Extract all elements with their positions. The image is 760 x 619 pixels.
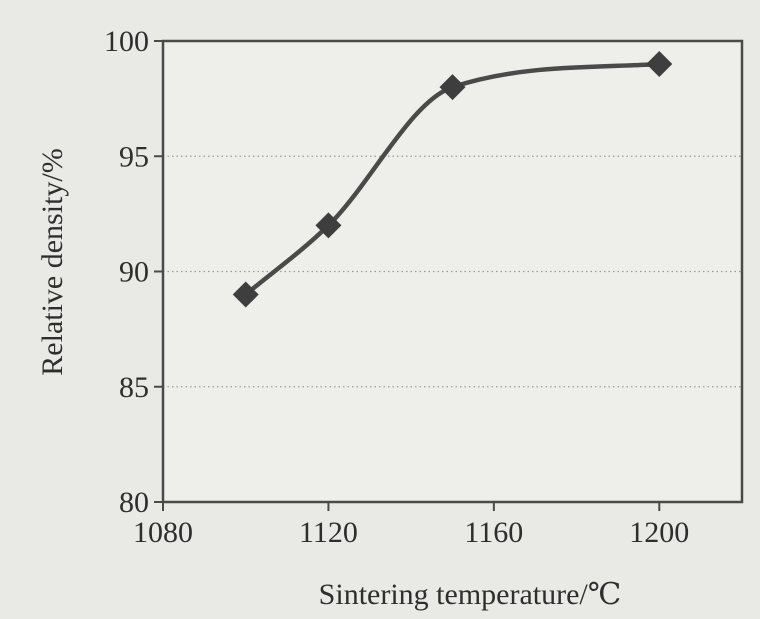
y-tick-label-90: 90 (119, 256, 149, 289)
x-tick-label-1080: 1080 (133, 516, 193, 549)
y-tick-label-100: 100 (104, 25, 149, 58)
y-tick-label-80: 80 (119, 486, 149, 519)
y-axis-title: Relative density/% (36, 148, 69, 375)
x-tick-label-1160: 1160 (464, 516, 523, 549)
data-point-1150 (439, 74, 466, 101)
x-axis-title: Sintering temperature/℃ (319, 578, 622, 611)
grid-lines (163, 155, 742, 388)
data-point-1100 (232, 281, 259, 308)
x-tick-label-1200: 1200 (629, 516, 689, 549)
x-tick-label-1120: 1120 (299, 516, 358, 549)
data-point-1200 (646, 51, 673, 78)
series-line (243, 61, 662, 297)
x-tick-labels: 1080 1120 1160 1200 (133, 516, 689, 549)
plot-frame (161, 39, 744, 504)
data-point-1120 (315, 212, 342, 239)
y-tick-label-95: 95 (119, 140, 149, 173)
y-tick-label-85: 85 (119, 371, 149, 404)
y-tick-labels: 80 85 90 95 100 (104, 25, 149, 519)
axis-ticks (154, 40, 661, 511)
series-markers (232, 51, 673, 308)
